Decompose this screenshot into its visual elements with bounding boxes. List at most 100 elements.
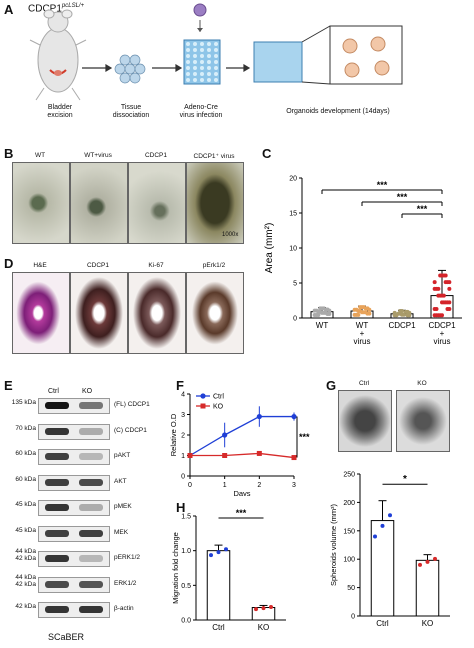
blot-row: [38, 551, 110, 567]
data-point: [321, 306, 326, 311]
data-point: [425, 559, 430, 564]
series-line: [189, 415, 294, 457]
protein-label: pMEK: [114, 503, 132, 510]
plate-well: [186, 66, 190, 70]
blot-row: [38, 602, 110, 618]
data-point: [256, 413, 262, 420]
kda-marker: 135 kDa: [11, 399, 36, 406]
blot-band: [45, 402, 69, 409]
plate-well: [193, 42, 197, 46]
data-point: [356, 312, 361, 317]
kda-marker: 60 kDa: [15, 450, 36, 457]
data-point: [418, 562, 422, 567]
category-label: WT: [356, 321, 369, 330]
blot-row: [38, 474, 110, 491]
blot-band: [45, 504, 69, 511]
arrows: [82, 63, 251, 73]
spheroid-ctrl-label: Ctrl: [358, 380, 370, 387]
protein-label: MEK: [114, 528, 129, 536]
blot-band: [79, 580, 103, 588]
legend-marker: [200, 403, 206, 409]
y-tick-label: 2: [181, 433, 185, 440]
blot-row: [38, 576, 110, 593]
y-tick-label: 20: [289, 176, 297, 183]
plate-icon: [183, 39, 221, 85]
x-axis-label: Days: [233, 489, 250, 496]
blot-band: [79, 427, 103, 435]
y-tick-label: 10: [289, 246, 297, 253]
y-axis-label: Relative O.D: [169, 413, 178, 456]
data-point: [318, 309, 323, 314]
data-point: [432, 280, 437, 285]
protein-label: pERK1/2: [114, 554, 141, 561]
plate-well: [193, 78, 197, 82]
stain-cdcp1: CDCP1: [86, 262, 110, 269]
data-point: [447, 286, 452, 291]
category-label: virus: [354, 337, 371, 346]
plate-well: [193, 48, 197, 52]
data-point: [209, 553, 213, 558]
significance-label: ***: [299, 432, 310, 442]
plate-well: [200, 72, 204, 76]
plate-well: [193, 54, 197, 58]
plate-well: [193, 72, 197, 76]
spheroid-ko-label: KO: [417, 380, 427, 387]
significance-label: *: [403, 474, 407, 485]
x-tick-label: 1: [223, 482, 227, 489]
cells-icon: [114, 54, 146, 84]
protein-label: β-actin: [114, 605, 134, 612]
panel-a-label: A: [4, 2, 14, 17]
data-point: [436, 286, 441, 291]
plate-well: [207, 72, 211, 76]
data-point: [187, 453, 193, 458]
data-point: [256, 450, 262, 456]
legend-label: KO: [213, 404, 224, 411]
plate-well: [207, 48, 211, 52]
data-point: [323, 310, 328, 315]
step-bladder-excision: Bladder excision: [47, 104, 73, 119]
blot-band: [45, 478, 69, 486]
data-point: [222, 432, 228, 438]
data-point: [398, 311, 403, 316]
blot-band: [45, 580, 69, 588]
spheroid-ctrl-image: [338, 390, 392, 452]
panel-b-label: B: [4, 146, 14, 161]
kda-marker: 42 kDa: [15, 603, 36, 610]
data-point: [434, 307, 439, 312]
category-label: KO: [258, 623, 270, 632]
lane-ko: KO: [82, 388, 93, 395]
data-point: [447, 280, 452, 285]
plate-well: [214, 78, 218, 82]
condition-wt: WT: [34, 152, 46, 159]
organoid-plate-icon: [253, 25, 403, 85]
plate-well: [214, 48, 218, 52]
category-label: WT: [316, 321, 329, 330]
y-tick-label: 4: [181, 392, 185, 399]
blot-band: [45, 555, 69, 562]
blot-band: [79, 606, 103, 613]
category-label: KO: [422, 619, 434, 628]
data-point: [373, 534, 377, 539]
kda-marker: 70 kDa: [15, 424, 36, 432]
category-label: +: [440, 329, 445, 338]
data-point: [261, 606, 266, 611]
step-organoids: Organoids development (14days): [286, 108, 390, 115]
plate-well: [214, 60, 218, 64]
plate-well: [200, 48, 204, 52]
panel-h-label: H: [176, 500, 186, 515]
plate-well: [207, 42, 211, 46]
kda-marker: 60 kDa: [15, 475, 36, 483]
condition-wt-virus: WT+virus: [84, 152, 112, 159]
y-tick-label: 0.0: [181, 618, 191, 625]
data-point: [388, 513, 392, 518]
data-point: [224, 547, 228, 552]
panel-f-label: F: [176, 378, 184, 393]
plate-well: [186, 54, 190, 58]
panel-e-label: E: [4, 378, 13, 393]
data-point: [325, 307, 330, 312]
data-point: [222, 453, 228, 458]
significance-label: ***: [397, 192, 408, 202]
y-axis-label: Spheroids volume (mm³): [329, 503, 338, 586]
y-tick-label: 15: [289, 211, 297, 218]
significance-label: ***: [417, 204, 428, 214]
